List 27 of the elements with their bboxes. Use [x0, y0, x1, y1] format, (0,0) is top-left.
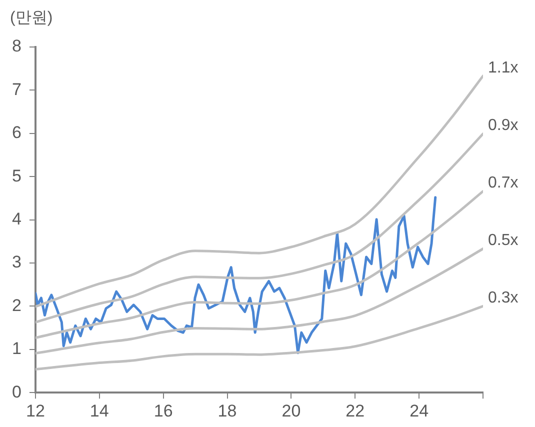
x-tick-label: 18	[218, 401, 237, 420]
x-tick-label: 22	[346, 401, 365, 420]
y-axis-title: (만원)	[10, 9, 53, 26]
y-tick-label: 1	[12, 339, 22, 358]
y-tick-label: 6	[12, 123, 22, 142]
line-series	[35, 132, 483, 324]
y-tick-label: 3	[12, 252, 22, 272]
line-series	[35, 74, 483, 308]
series-label: 0.7x	[488, 174, 518, 192]
y-tick-label: 5	[12, 166, 22, 186]
x-tick-label: 12	[26, 401, 45, 420]
y-tick-label: 4	[12, 209, 22, 228]
line-series	[35, 247, 483, 355]
x-tick-label: 16	[154, 401, 173, 420]
line-series	[35, 190, 483, 339]
series-label: 1.1x	[488, 59, 518, 76]
y-tick-label: 8	[12, 36, 22, 56]
series-label: 0.9x	[488, 117, 518, 134]
series-label: 0.5x	[488, 232, 518, 250]
line-series	[35, 304, 483, 371]
x-tick-label: 14	[90, 401, 109, 420]
x-tick-label: 20	[282, 401, 301, 420]
y-tick-label: 7	[12, 80, 22, 99]
y-tick-label: 0	[12, 382, 22, 402]
series-label: 0.3x	[488, 290, 518, 307]
x-tick-label: 24	[410, 401, 429, 420]
y-tick-label: 2	[12, 296, 22, 315]
